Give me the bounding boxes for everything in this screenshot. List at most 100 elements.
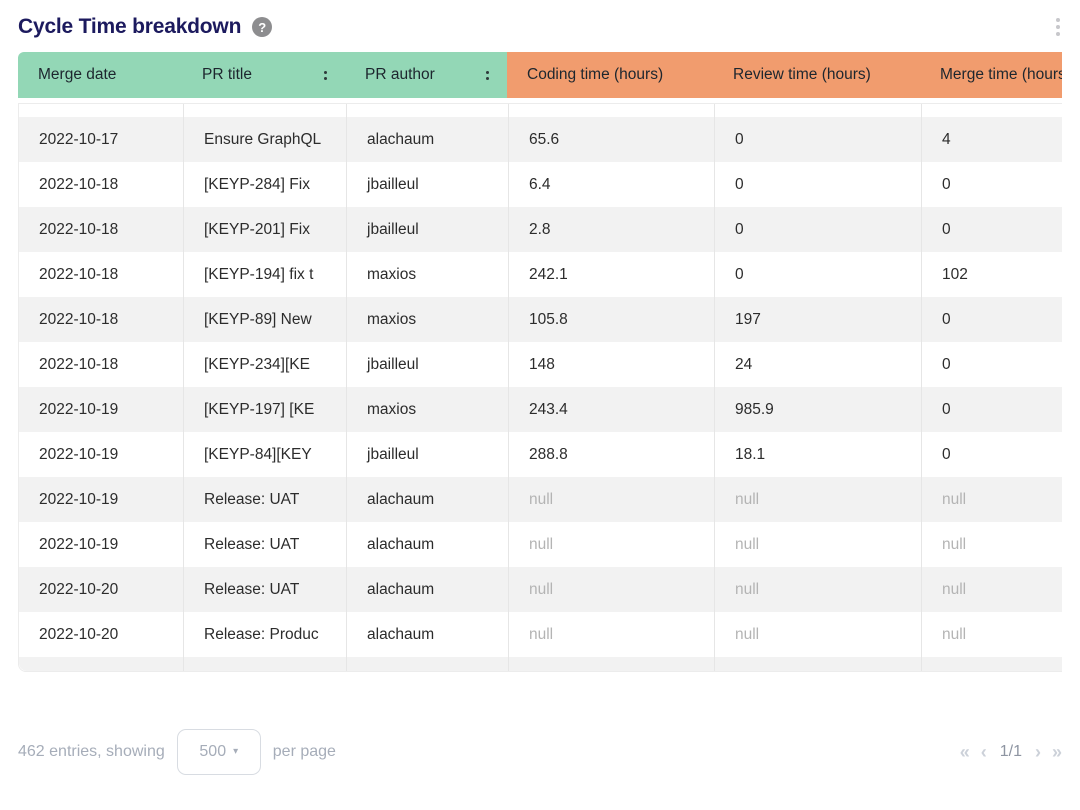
table-cell — [921, 104, 1062, 117]
table-cell: null — [508, 522, 714, 567]
table-cell: 0 — [714, 117, 921, 162]
widget-header: Cycle Time breakdown ? — [18, 0, 1062, 38]
table-cell: [KEYP-234][KE — [183, 342, 346, 387]
table-cell — [921, 657, 1062, 671]
column-header-pr-author[interactable]: PR author — [345, 52, 507, 98]
table-cell — [508, 104, 714, 117]
table-cell — [183, 657, 346, 671]
table-row: 2022-10-18 [KEYP-284] Fix jbailleul 6.4 0 0 — [19, 162, 1062, 207]
table-cell: null — [921, 522, 1062, 567]
table-cell — [183, 104, 346, 117]
table-cell: 0 — [921, 297, 1062, 342]
table-row: 2022-10-19 Release: UAT alachaum null null nu… — [19, 522, 1062, 567]
table-cell: 0 — [921, 432, 1062, 477]
column-header-label: Merge date — [38, 66, 117, 83]
table-cell: null — [921, 567, 1062, 612]
column-header-coding-time-hours[interactable]: Coding time (hours) — [507, 52, 713, 98]
column-header-label: Merge time (hours) — [940, 66, 1062, 83]
table-cell: 2022-10-18 — [39, 220, 119, 238]
table-cell — [346, 657, 508, 671]
table-cell: 2022-10-19 — [39, 445, 119, 463]
table-cell: [KEYP-89] New — [183, 297, 346, 342]
table-cell — [19, 104, 183, 117]
table-row-partial — [19, 104, 1062, 117]
table-cell: 2022-10-20 — [39, 625, 119, 643]
kebab-menu-icon[interactable] — [1054, 14, 1062, 40]
table-cell: 0 — [921, 342, 1062, 387]
prev-page-button[interactable]: ‹ — [980, 742, 987, 762]
table-cell: 105.8 — [508, 297, 714, 342]
column-drag-handle-icon[interactable] — [324, 70, 327, 80]
table-cell: jbailleul — [346, 207, 508, 252]
table-row: 2022-10-18 [KEYP-234][KE jbailleul 148 24 0 — [19, 342, 1062, 387]
table-cell: maxios — [346, 252, 508, 297]
table-cell: alachaum — [346, 567, 508, 612]
next-page-button[interactable]: › — [1034, 742, 1041, 762]
table-cell — [346, 104, 508, 117]
table-row: 2022-10-20 Release: Produc alachaum null nul… — [19, 612, 1062, 657]
table-cell: [KEYP-284] Fix — [183, 162, 346, 207]
table-cell: null — [714, 522, 921, 567]
table-cell: 24 — [714, 342, 921, 387]
table-cell: 65.6 — [508, 117, 714, 162]
table-row-partial — [19, 657, 1062, 671]
per-page-label: per page — [272, 743, 336, 760]
table-cell: [KEYP-201] Fix — [183, 207, 346, 252]
table-cell: null — [921, 612, 1062, 657]
table-cell: null — [714, 612, 921, 657]
cycle-time-widget: Cycle Time breakdown ? Merge date PR titl… — [18, 0, 1062, 775]
table-cell: Ensure GraphQL — [183, 117, 346, 162]
table-cell: [KEYP-197] [KE — [183, 387, 346, 432]
last-page-button[interactable]: » — [1051, 742, 1062, 762]
table-cell: 2022-10-18 — [39, 265, 119, 283]
table-cell: 102 — [921, 252, 1062, 297]
table-cell: Release: UAT — [183, 522, 346, 567]
table-row: 2022-10-19 [KEYP-84][KEY jbailleul 288.8 18.… — [19, 432, 1062, 477]
table-cell: 288.8 — [508, 432, 714, 477]
page-size-dropdown[interactable]: 500 ▾ — [176, 729, 261, 775]
table-cell: 2022-10-18 — [39, 310, 119, 328]
table-cell: 0 — [921, 387, 1062, 432]
table-row: 2022-10-18 [KEYP-194] fix t maxios 242.1 0 10… — [19, 252, 1062, 297]
pagination: « ‹ 1/1 › » — [960, 743, 1062, 761]
column-drag-handle-icon[interactable] — [486, 70, 489, 80]
column-header-merge-date[interactable]: Merge date — [18, 52, 182, 98]
table-cell: jbailleul — [346, 432, 508, 477]
table-cell: 148 — [508, 342, 714, 387]
table-cell: maxios — [346, 387, 508, 432]
table-cell: 242.1 — [508, 252, 714, 297]
table-cell: Release: Produc — [183, 612, 346, 657]
table-cell: alachaum — [346, 117, 508, 162]
cycle-time-table: Merge date PR title PR author Coding time (… — [18, 52, 1062, 672]
table-cell: alachaum — [346, 522, 508, 567]
table-cell: alachaum — [346, 477, 508, 522]
column-header-label: Coding time (hours) — [527, 66, 664, 83]
first-page-button[interactable]: « — [959, 742, 970, 762]
table-cell: 0 — [714, 207, 921, 252]
table-cell: [KEYP-84][KEY — [183, 432, 346, 477]
table-cell: 0 — [921, 162, 1062, 207]
table-cell: 2022-10-18 — [39, 175, 119, 193]
table-cell — [508, 657, 714, 671]
table-cell: [KEYP-194] fix t — [183, 252, 346, 297]
table-cell: 4 — [921, 117, 1062, 162]
table-cell: 2022-10-18 — [39, 355, 119, 373]
table-cell: 2022-10-19 — [39, 400, 119, 418]
table-cell: Release: UAT — [183, 477, 346, 522]
column-header-review-time-hours[interactable]: Review time (hours) — [713, 52, 920, 98]
table-row: 2022-10-19 [KEYP-197] [KE maxios 243.4 985.9… — [19, 387, 1062, 432]
column-header-merge-time-hours[interactable]: Merge time (hours) — [920, 52, 1062, 98]
entries-count-label: 462 entries, showing — [18, 743, 165, 760]
table-body: 2022-10-17 Ensure GraphQL alachaum 65.6 0 4 20… — [18, 103, 1062, 672]
table-cell: maxios — [346, 297, 508, 342]
column-header-pr-title[interactable]: PR title — [182, 52, 345, 98]
table-header-row: Merge date PR title PR author Coding time (… — [18, 52, 1062, 98]
table-row: 2022-10-20 Release: UAT alachaum null null nu… — [19, 567, 1062, 612]
table-cell: 0 — [921, 207, 1062, 252]
table-cell: 197 — [714, 297, 921, 342]
help-icon[interactable]: ? — [252, 17, 273, 37]
table-cell: 6.4 — [508, 162, 714, 207]
table-cell: alachaum — [346, 612, 508, 657]
table-cell: null — [508, 477, 714, 522]
table-row: 2022-10-18 [KEYP-89] New maxios 105.8 197 0 — [19, 297, 1062, 342]
